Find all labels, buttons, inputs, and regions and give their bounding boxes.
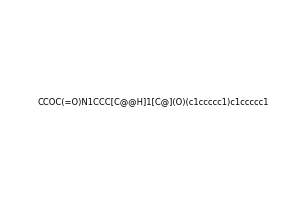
Text: CCOC(=O)N1CCC[C@@H]1[C@](O)(c1ccccc1)c1ccccc1: CCOC(=O)N1CCC[C@@H]1[C@](O)(c1ccccc1)c1c… bbox=[37, 98, 269, 106]
